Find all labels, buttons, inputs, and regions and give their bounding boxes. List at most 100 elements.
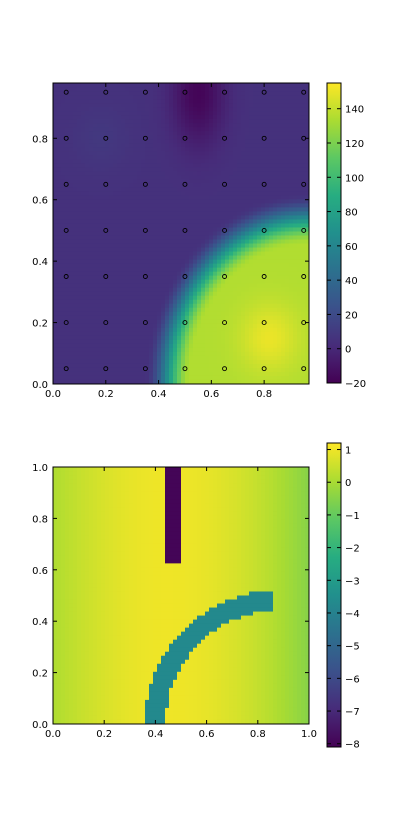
heatmap-cell [209,147,214,152]
heatmap-cell [201,363,206,369]
heatmap-cell [281,263,286,269]
heatmap-cell [81,83,86,88]
heatmap-cell [265,175,270,180]
heatmap-cell [185,191,190,196]
heatmap-cell [225,311,230,317]
heatmap-cell [241,339,246,345]
heatmap-cell [173,299,178,305]
heatmap-cell [121,347,126,353]
heatmap-cell [61,207,66,213]
heatmap-cell [173,231,178,237]
heatmap-cell [109,123,114,128]
heatmap-cell [117,279,122,285]
heatmap-cell [53,583,58,589]
heatmap-cell [73,131,78,136]
heatmap-cell [129,219,134,225]
heatmap-cell [129,351,134,357]
heatmap-cell [89,171,94,176]
heatmap-cell [265,251,270,257]
heatmap-cell [93,287,98,293]
heatmap-cell [129,203,134,209]
heatmap-cell [93,275,98,281]
heatmap-cell [97,323,102,329]
heatmap-cell [269,179,274,184]
heatmap-cell [133,263,138,269]
heatmap-cell [105,147,110,152]
heatmap-cell [125,323,130,329]
heatmap-cell [269,147,274,152]
heatmap-cell [217,355,222,361]
heatmap-cell [141,195,146,200]
heatmap-cell [177,371,182,377]
heatmap-cell [293,379,298,384]
heatmap-cell [145,347,150,353]
heatmap-cell [249,239,254,245]
heatmap-cell [109,119,114,124]
heatmap-cell [61,375,66,381]
heatmap-cell [229,211,234,217]
heatmap-cell [65,131,70,136]
heatmap-cell [185,323,190,329]
heatmap-cell [141,239,146,245]
heatmap-cell [221,371,226,377]
heatmap-cell [265,371,270,377]
heatmap-cell [93,323,98,329]
heatmap-cell [169,363,174,369]
heatmap-cell [245,367,250,373]
heatmap-cell [181,287,186,293]
heatmap-cell [165,315,170,321]
heatmap-cell [233,275,238,281]
heatmap-cell [145,103,150,108]
heatmap-cell [137,239,142,245]
heatmap-cell [305,115,309,120]
heatmap-cell [173,339,178,345]
heatmap-cell [257,183,262,188]
heatmap-cell [245,259,250,265]
heatmap-cell [141,167,146,172]
heatmap-cell [97,187,102,192]
heatmap-cell [53,127,58,132]
heatmap-cell [53,311,58,317]
heatmap-cell [249,195,254,200]
heatmap-cell [189,359,194,365]
heatmap-cell [257,363,262,369]
heatmap-cell [269,199,274,204]
heatmap-cell [205,311,210,317]
heatmap-cell [117,167,122,172]
heatmap-cell [209,179,214,184]
heatmap-cell [257,171,262,176]
heatmap-cell [177,211,182,217]
heatmap-cell [269,367,274,373]
heatmap-cell [305,203,309,209]
heatmap-cell [77,311,82,317]
heatmap-cell [209,263,214,269]
heatmap-cell [305,275,309,281]
heatmap-cell [305,323,309,329]
heatmap-cell [217,235,222,241]
heatmap-cell [125,351,130,357]
heatmap-cell [253,299,258,305]
heatmap-cell [281,335,286,341]
heatmap-cell [85,219,90,225]
heatmap-cell [53,99,58,104]
heatmap-cell [229,127,234,132]
heatmap-cell [69,359,74,365]
heatmap-cell [277,343,282,349]
heatmap-cell [113,263,118,269]
heatmap-cell [145,155,150,160]
heatmap-cell [81,323,86,329]
heatmap-cell [245,207,250,213]
heatmap-cell [93,375,98,381]
heatmap-cell [73,103,78,108]
heatmap-cell [269,339,274,345]
heatmap-cell [213,131,218,136]
heatmap-cell [197,339,202,345]
heatmap-cell [297,127,302,132]
heatmap-cell [73,87,78,92]
heatmap-cell [213,371,218,377]
heatmap-cell [277,247,282,253]
heatmap-cell [97,259,102,265]
heatmap-cell [145,371,150,377]
heatmap-cell [89,251,94,257]
heatmap-cell [65,199,70,204]
